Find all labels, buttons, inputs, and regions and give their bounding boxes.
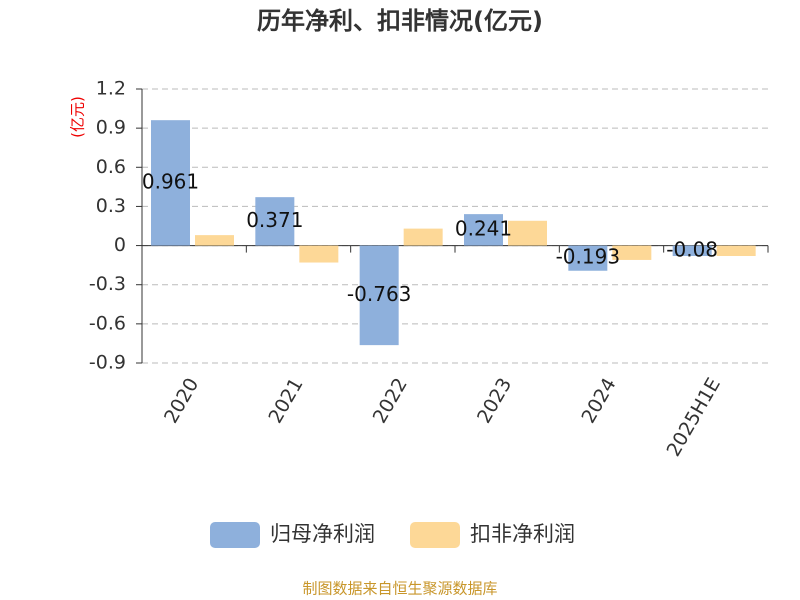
- y-tick-label: 0.3: [96, 195, 126, 217]
- y-tick-label: 0: [114, 234, 126, 256]
- bar: [464, 214, 503, 246]
- legend-label: 归母净利润: [270, 522, 375, 546]
- data-label: -0.193: [556, 245, 620, 269]
- y-tick-label: -0.3: [89, 273, 126, 295]
- y-tick-label: -0.6: [89, 312, 126, 334]
- x-tick-label: 2021: [264, 374, 307, 427]
- legend-swatch: [410, 522, 460, 548]
- data-label: 0.371: [246, 208, 303, 232]
- x-tick-label: 2024: [577, 374, 620, 427]
- bar: [716, 245, 756, 257]
- bar: [151, 120, 190, 246]
- y-tick-label: 0.9: [96, 117, 126, 139]
- y-axis-label: (亿元): [69, 96, 87, 138]
- y-tick-label: -0.9: [89, 352, 126, 374]
- bar: [195, 235, 234, 246]
- bar: [568, 245, 608, 271]
- x-tick-label: 2023: [473, 374, 516, 427]
- data-label: -0.763: [347, 282, 411, 306]
- bar: [612, 245, 652, 260]
- bar: [672, 245, 712, 257]
- legend-label: 扣非净利润: [470, 522, 575, 546]
- bar: [359, 245, 399, 346]
- x-tick-label: 2022: [369, 374, 412, 427]
- bar: [299, 245, 339, 263]
- legend-swatch: [210, 522, 260, 548]
- bar: [403, 228, 443, 246]
- bar: [508, 220, 547, 246]
- data-label: 0.961: [142, 169, 199, 193]
- chart-title: 历年净利、扣非情况(亿元): [257, 7, 543, 35]
- x-tick-label: 2025H1E: [663, 374, 725, 460]
- data-label: -0.08: [666, 237, 718, 261]
- data-label: 0.241: [455, 216, 512, 240]
- y-tick-label: 0.6: [96, 156, 126, 178]
- y-tick-label: 1.2: [96, 78, 126, 100]
- bar: [255, 197, 295, 246]
- source-note: 制图数据来自恒生聚源数据库: [302, 580, 497, 598]
- x-tick-label: 2020: [160, 374, 203, 427]
